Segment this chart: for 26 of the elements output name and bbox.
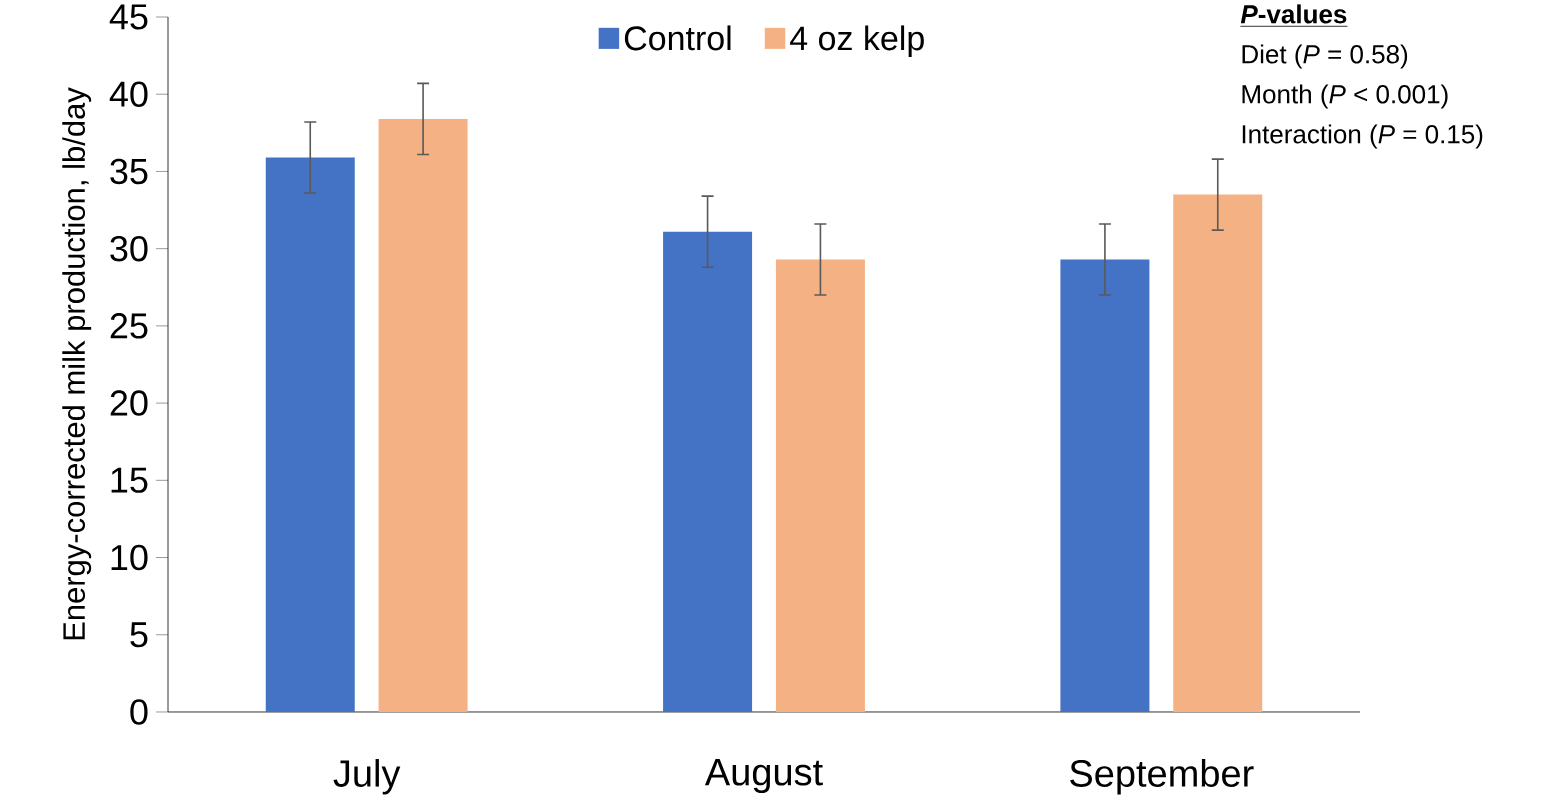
annotation: Interaction (P = 0.15) [1242, 124, 1483, 149]
y-tick-label: 45 [109, 4, 148, 30]
y-tick-label: 10 [111, 544, 148, 571]
y-axis-title: Energy-corrected milk production, lb/day [62, 87, 92, 640]
x-tick-label: September [1070, 759, 1254, 795]
legend-label: 4 oz kelp [790, 25, 924, 58]
y-tick-label: 25 [110, 313, 148, 339]
y-tick-label: 30 [110, 235, 148, 262]
bar [265, 157, 355, 712]
y-tick-label: 35 [110, 158, 148, 185]
bar [378, 118, 468, 712]
y-tick-label: 40 [109, 81, 148, 107]
bar [1060, 259, 1150, 712]
bar [775, 259, 865, 712]
x-tick-label: August [704, 759, 823, 794]
x-tick-label: July [333, 759, 401, 795]
y-tick-label: 15 [111, 467, 148, 493]
bar [1173, 194, 1263, 712]
y-tick-label: 5 [130, 622, 148, 648]
annotation: Diet (P = 0.58) [1242, 44, 1408, 69]
annotation: P-values [1240, 4, 1347, 24]
y-tick-label: 0 [130, 699, 148, 725]
legend-label: Control [624, 25, 731, 51]
y-tick-label: 20 [110, 390, 148, 416]
annotation: Month (P < 0.001) [1242, 84, 1448, 109]
bar [663, 231, 753, 712]
